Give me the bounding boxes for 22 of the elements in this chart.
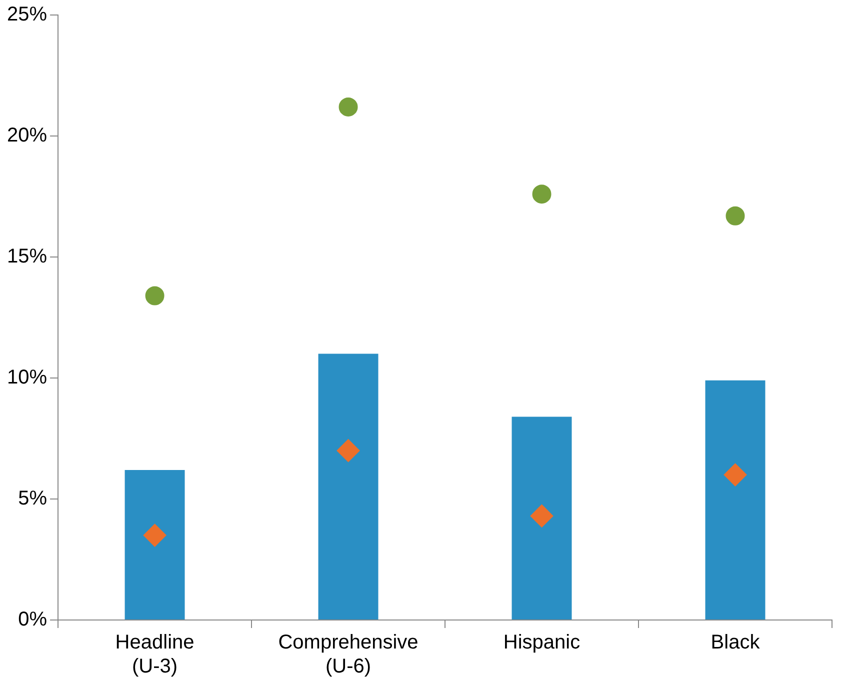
y-tick-label: 5% <box>18 488 48 510</box>
point <box>336 439 360 462</box>
point <box>143 524 166 547</box>
y-tick-label: 15% <box>7 246 48 268</box>
x-tick-label: Black <box>710 632 761 654</box>
bar <box>124 470 185 620</box>
bar <box>705 380 766 620</box>
point <box>338 97 358 116</box>
y-tick-label: 20% <box>7 124 48 147</box>
point <box>145 286 164 306</box>
point <box>532 184 552 204</box>
bar <box>318 354 378 620</box>
x-tick-label: Hispanic <box>503 632 580 654</box>
point <box>530 504 554 528</box>
y-tick-label: 0% <box>18 608 48 631</box>
x-tick-label: Comprehensive (U-6) <box>278 632 418 678</box>
y-tick-label: 10% <box>7 366 48 389</box>
x-tick-label: Headline (U-3) <box>115 632 194 678</box>
point <box>726 206 745 226</box>
point <box>724 463 747 486</box>
bar <box>512 416 572 620</box>
y-tick-label: 25% <box>7 4 48 26</box>
